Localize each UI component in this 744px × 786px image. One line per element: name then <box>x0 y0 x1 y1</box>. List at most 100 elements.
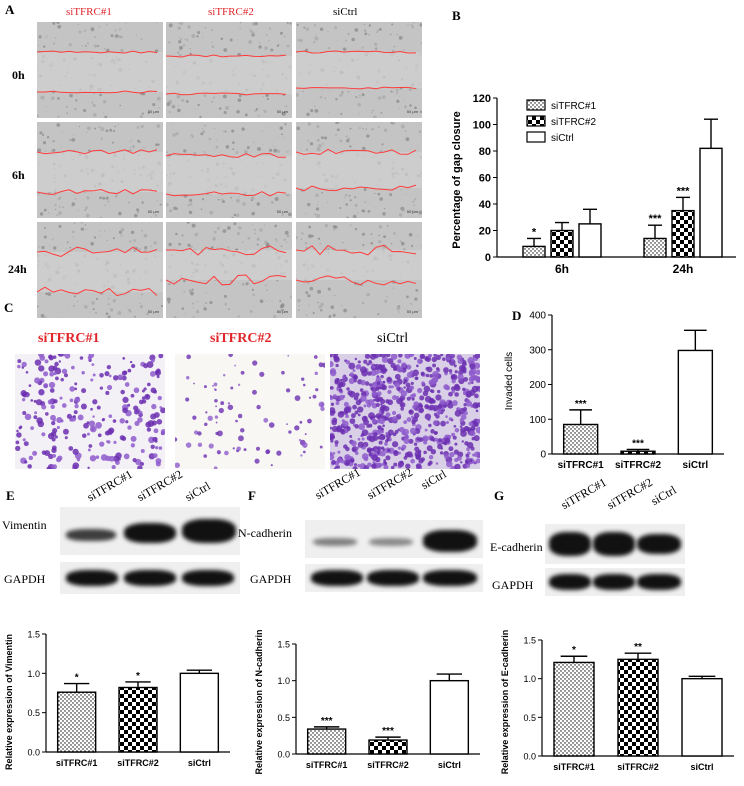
category-label: siTFRC#1 <box>56 758 98 768</box>
blot-g-lane-2: siTFRC#2 <box>604 475 655 513</box>
y-tick-label: 1.0 <box>277 676 290 686</box>
category-label: siCtrl <box>188 758 211 768</box>
y-tick-label: 1.5 <box>277 640 290 650</box>
micrograph-r0-c0: 50 μm <box>37 22 163 118</box>
gap-closure-chart: Percentage of gap closure 0 20 40 60 80 100 12… <box>451 93 736 276</box>
category-label: 6h <box>555 262 569 276</box>
vimentin-expression-chart: Relative expression of Vimentin 0.0 0.5 1.… <box>4 630 230 770</box>
micrograph-r1-c0: 50 μm <box>37 122 163 218</box>
bar-siTFRC#1 <box>562 423 599 455</box>
micrograph-r1-c2: 50 μm <box>296 122 422 218</box>
category-label: siTFRC#2 <box>615 460 662 471</box>
svg-text:50 μm: 50 μm <box>277 109 289 114</box>
category-label: siTFRC#1 <box>553 762 595 772</box>
panel-c-col-2: siTFRC#2 <box>210 331 272 346</box>
bar-siTFRC#2 <box>368 739 408 755</box>
blot-e-protein: Vimentin <box>2 518 47 532</box>
micrograph-r2-c1: 50 μm <box>166 222 292 318</box>
blot-g-lane-1: siTFRC#1 <box>558 475 609 513</box>
panel-a-row-0h: 0h <box>12 68 25 82</box>
panel-c-col-1: siTFRC#1 <box>38 331 100 346</box>
y-tick-label: 100 <box>473 120 491 132</box>
bar-siTFRC#1-6h <box>522 245 546 258</box>
bar-siTFRC#1 <box>56 691 97 753</box>
panel-a-label: A <box>5 2 15 17</box>
y-tick-label: 0.0 <box>27 748 40 758</box>
legend-swatch <box>526 115 546 127</box>
y-tick-label: 100 <box>529 415 546 426</box>
blot-f-lane-3: siCtrl <box>418 466 449 493</box>
bar-siCtrl-24h <box>699 147 723 258</box>
category-label: siTFRC#2 <box>367 760 409 770</box>
blot-e-lane-2: siTFRC#2 <box>134 467 185 505</box>
category-label: siTFRC#2 <box>617 762 659 772</box>
panel-c-label: C <box>4 300 14 315</box>
blot-g-ecadherin <box>545 524 685 564</box>
category-label: siCtrl <box>683 460 709 471</box>
legend-label: siCtrl <box>551 133 574 144</box>
legend-label: siTFRC#2 <box>551 117 596 128</box>
svg-text:50 μm: 50 μm <box>148 109 160 114</box>
panel-c-col-3: siCtrl <box>377 331 409 346</box>
panel-a-col-1: siTFRC#1 <box>66 6 112 18</box>
significance-label: *** <box>649 213 663 225</box>
bar-siTFRC#2-24h <box>671 209 695 258</box>
svg-text:50 μm: 50 μm <box>277 309 289 314</box>
y-tick-label: 80 <box>479 146 491 158</box>
svg-text:50 μm: 50 μm <box>407 209 419 214</box>
blot-e-lane-3: siCtrl <box>182 478 213 505</box>
y-tick-label: 0.0 <box>523 752 536 762</box>
invasion-image-2 <box>175 354 325 469</box>
invaded-cells-chart: Invaded cells 0 100 200 300 400 *** siTFRC#1 **… <box>504 311 724 471</box>
y-tick-label: 0.5 <box>27 708 40 718</box>
significance-label: *** <box>382 726 394 737</box>
bar-siTFRC#2 <box>118 686 158 753</box>
blot-f-control: GAPDH <box>250 572 292 586</box>
y-tick-label: 200 <box>529 380 546 391</box>
blot-f-gapdh <box>305 564 483 592</box>
y-tick-label: 0.5 <box>523 713 536 723</box>
micrograph-r1-c1: 50 μm <box>166 122 292 218</box>
y-tick-label: 0.0 <box>277 750 290 760</box>
bar-siTFRC#1-24h <box>643 237 667 258</box>
bar-siCtrl <box>429 679 470 755</box>
y-tick-label: 0 <box>540 450 546 461</box>
blot-f-lane-2: siTFRC#2 <box>364 465 415 503</box>
ecadherin-expression-chart: Relative expression of E-cadherin 0.0 0.5… <box>500 630 734 775</box>
chart-g-ylabel: Relative expression of E-cadherin <box>500 630 510 775</box>
micrograph-r2-c2: 50 μm <box>296 222 422 318</box>
y-tick-label: 1.5 <box>523 636 536 646</box>
category-label: siCtrl <box>690 762 713 772</box>
bar-siCtrl <box>681 677 723 757</box>
category-label: siCtrl <box>438 760 461 770</box>
panel-e-label: E <box>6 488 15 503</box>
y-tick-label: 120 <box>473 93 491 105</box>
invasion-image-3 <box>330 354 480 469</box>
y-tick-label: 1.0 <box>523 674 536 684</box>
chart-d-ylabel: Invaded cells <box>504 352 515 410</box>
invasion-image-1 <box>15 354 165 469</box>
bar-siTFRC#1 <box>306 728 347 755</box>
bar-siTFRC#2-6h <box>550 229 574 258</box>
blot-g-control: GAPDH <box>492 578 534 592</box>
chart-b-ylabel: Percentage of gap closure <box>451 111 463 249</box>
significance-label: * <box>572 645 576 656</box>
significance-label: * <box>532 226 537 238</box>
significance-label: *** <box>677 185 691 197</box>
y-tick-label: 40 <box>479 199 491 211</box>
category-label: siTFRC#1 <box>558 460 605 471</box>
significance-label: * <box>136 671 140 682</box>
panel-d-label: D <box>512 308 522 323</box>
y-tick-label: 1.0 <box>27 669 40 679</box>
category-label: siTFRC#2 <box>117 758 159 768</box>
blot-e-gapdh <box>60 562 240 594</box>
panel-g-label: G <box>494 488 505 503</box>
svg-text:50 μm: 50 μm <box>277 209 289 214</box>
y-tick-label: 20 <box>479 226 491 238</box>
panel-a-col-2: siTFRC#2 <box>208 6 254 18</box>
micrograph-r0-c1: 50 μm <box>166 22 292 118</box>
significance-label: *** <box>575 399 587 410</box>
category-label: 24h <box>673 262 694 276</box>
y-tick-label: 1.5 <box>27 630 40 640</box>
blot-f-protein: N-cadherin <box>238 526 292 540</box>
